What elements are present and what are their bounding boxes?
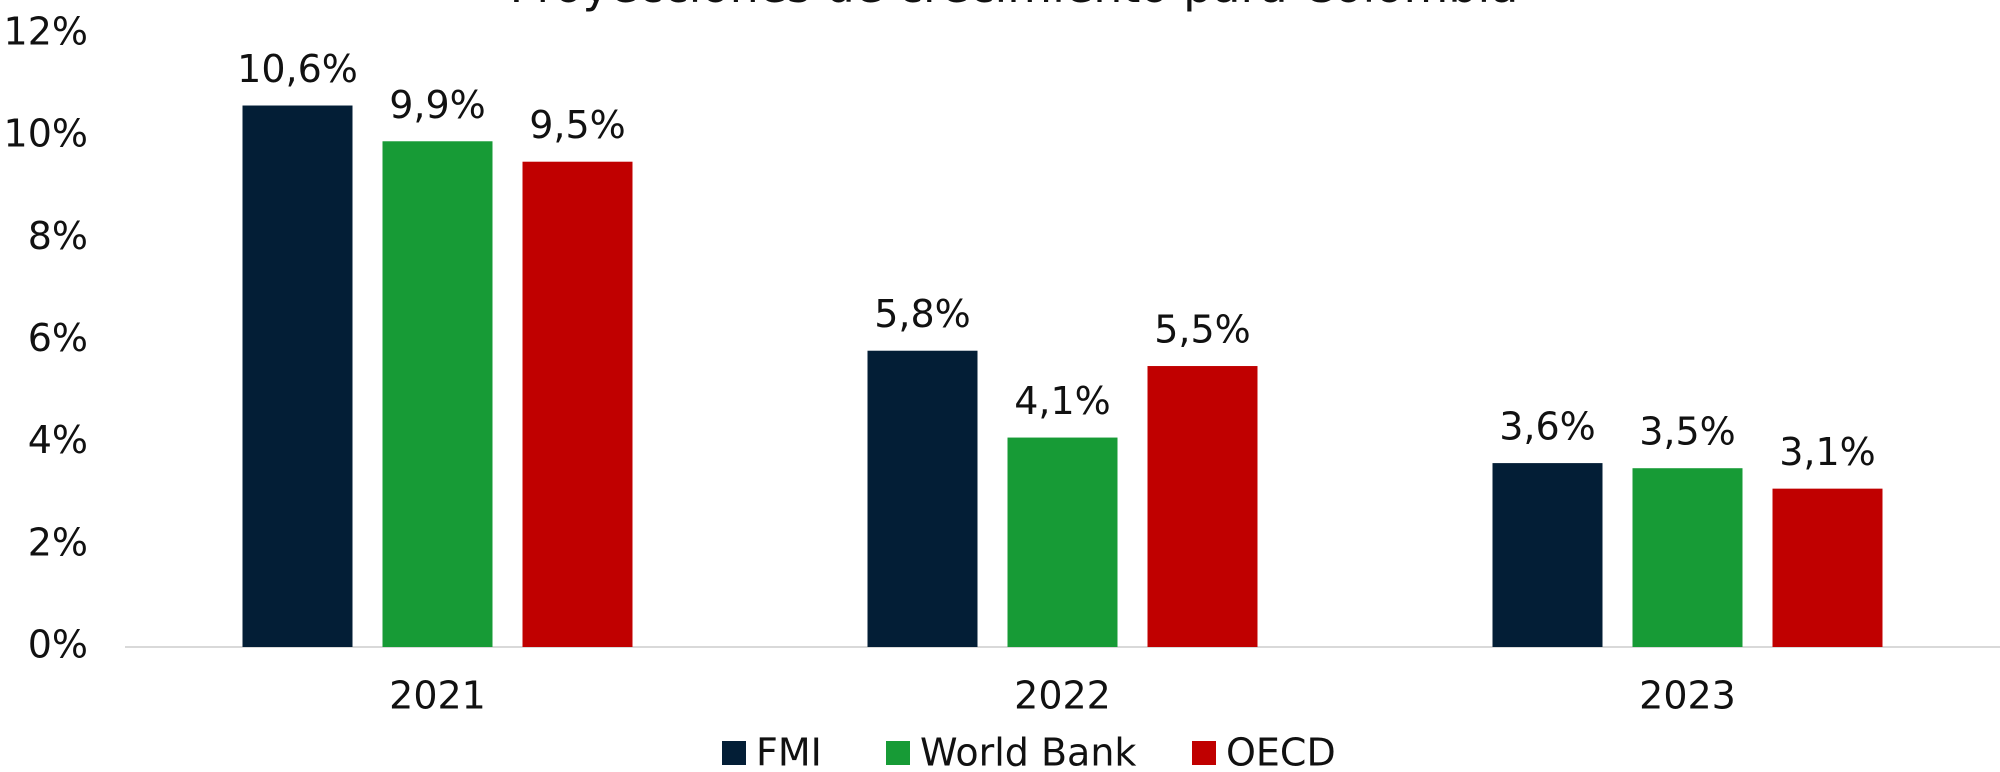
y-tick-label: 6% — [28, 316, 88, 360]
legend-swatch — [886, 741, 910, 765]
y-tick-label: 8% — [28, 214, 88, 258]
chart-title: Proyecciones de crecimiento para Colombi… — [510, 0, 1519, 13]
bar — [522, 161, 633, 648]
legend-label: World Bank — [920, 731, 1136, 772]
bar — [1147, 366, 1258, 647]
legend-swatch — [722, 741, 746, 765]
x-tick-label: 2021 — [389, 674, 486, 718]
bar — [382, 141, 493, 647]
value-label: 5,5% — [1154, 308, 1251, 352]
value-label: 3,5% — [1639, 410, 1736, 454]
bar — [867, 350, 978, 647]
legend-label: FMI — [756, 731, 822, 772]
y-tick-label: 2% — [28, 520, 88, 564]
y-tick-label: 4% — [28, 418, 88, 462]
x-tick-label: 2022 — [1014, 674, 1111, 718]
bar — [1772, 488, 1883, 647]
value-label: 3,6% — [1499, 405, 1596, 449]
x-tick-label: 2023 — [1639, 674, 1736, 718]
value-label: 5,8% — [874, 292, 971, 336]
bar — [1007, 437, 1118, 647]
bar — [1492, 463, 1603, 647]
legend-swatch — [1192, 741, 1216, 765]
bar — [1632, 468, 1743, 647]
y-tick-label: 12% — [4, 10, 88, 54]
value-label: 10,6% — [237, 47, 358, 91]
y-tick-label: 10% — [4, 112, 88, 156]
bar — [242, 105, 353, 648]
value-label: 9,5% — [529, 103, 626, 147]
y-tick-label: 0% — [28, 623, 88, 667]
legend-label: OECD — [1226, 731, 1336, 772]
value-label: 9,9% — [389, 83, 486, 127]
value-label: 4,1% — [1014, 379, 1111, 423]
value-label: 3,1% — [1779, 430, 1876, 474]
